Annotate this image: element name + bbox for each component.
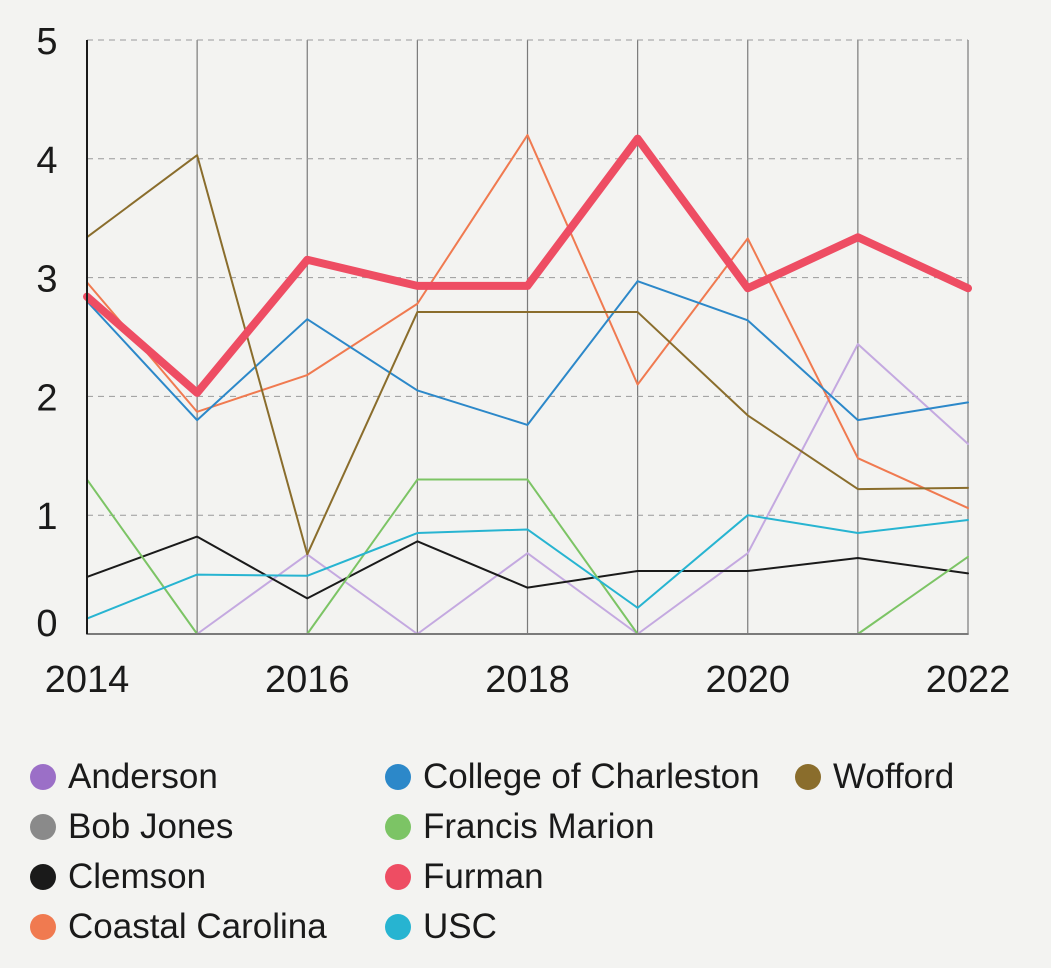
x-tick-label: 2018 [485, 659, 570, 701]
legend-label: Wofford [833, 757, 955, 796]
legend-swatch [30, 814, 56, 840]
legend-item: Furman [385, 852, 544, 902]
series-line-furman [83, 134, 972, 397]
grid [86, 39, 969, 634]
legend-label: Clemson [68, 857, 207, 896]
series-line-anderson [86, 343, 969, 635]
series-line-coastal-carolina [86, 134, 969, 510]
y-tick-label: 5 [36, 21, 57, 63]
legend-label: Anderson [68, 757, 218, 796]
legend-item: College of Charleston [385, 752, 760, 802]
legend-swatch [385, 914, 411, 940]
series-line-usc [86, 514, 969, 620]
legend-label: College of Charleston [423, 757, 760, 796]
legend-item: Wofford [795, 752, 954, 802]
y-tick-label: 4 [36, 140, 57, 182]
line-chart: 0 1 2 3 4 5 2014 2016 2018 2020 2022 [36, 21, 1010, 701]
legend-swatch [30, 914, 56, 940]
legend-item: Coastal Carolina [30, 902, 327, 952]
x-tick-label: 2020 [705, 659, 790, 701]
legend-label: Francis Marion [423, 807, 655, 846]
y-tick-label: 2 [36, 377, 57, 419]
legend-swatch [30, 764, 56, 790]
legend-item: Bob Jones [30, 802, 233, 852]
legend-swatch [30, 864, 56, 890]
y-tick-label: 0 [36, 603, 57, 645]
legend-label: Furman [423, 857, 544, 896]
legend-swatch [385, 864, 411, 890]
legend: Anderson Bob Jones Clemson Coastal Carolina… [30, 752, 1030, 952]
legend-label: Bob Jones [68, 807, 234, 846]
legend-label: Coastal Carolina [68, 907, 327, 946]
y-tick-label: 3 [36, 259, 57, 301]
x-tick-label: 2014 [45, 659, 130, 701]
y-tick-label: 1 [36, 496, 57, 538]
x-tick-label: 2022 [926, 659, 1011, 701]
legend-swatch [385, 764, 411, 790]
legend-item: Anderson [30, 752, 218, 802]
legend-swatch [795, 764, 821, 790]
x-tick-label: 2016 [265, 659, 350, 701]
series-line-clemson [86, 535, 969, 600]
legend-label: USC [423, 907, 497, 946]
legend-item: Francis Marion [385, 802, 654, 852]
tick-labels: 0 1 2 3 4 5 2014 2016 2018 2020 2022 [36, 21, 1010, 701]
series-line-college-of-charleston [86, 280, 969, 426]
legend-swatch [385, 814, 411, 840]
legend-item: Clemson [30, 852, 206, 902]
legend-item: USC [385, 902, 497, 952]
series-line-wofford [86, 154, 969, 556]
axes [86, 40, 968, 635]
